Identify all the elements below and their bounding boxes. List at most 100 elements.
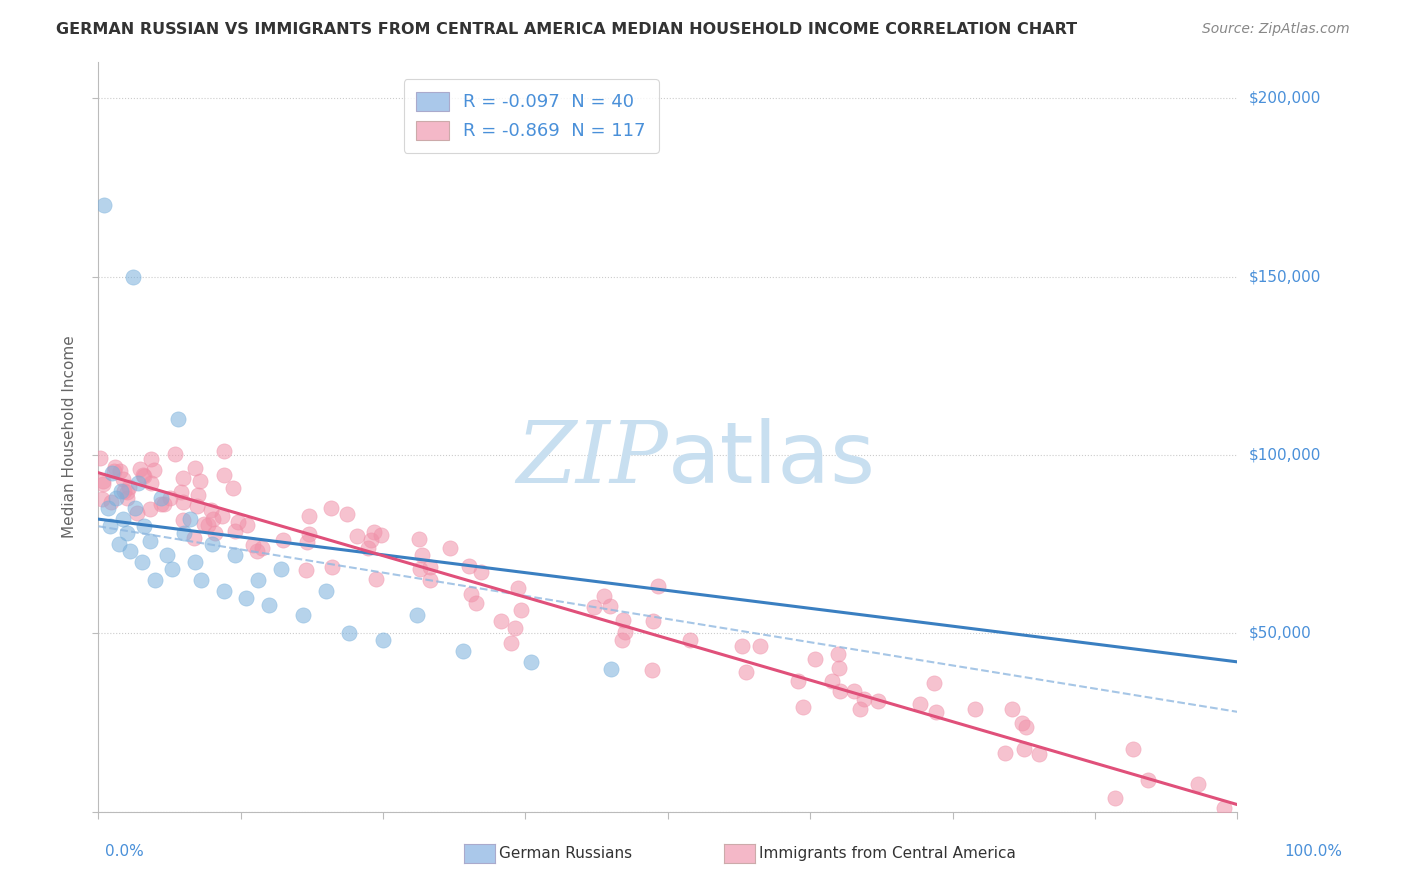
- Point: [112, 484, 135, 499]
- Point: [357, 541, 380, 556]
- Text: atlas: atlas: [668, 418, 876, 501]
- Point: [1011, 716, 1033, 731]
- Point: [104, 460, 127, 475]
- Point: [112, 512, 135, 526]
- Point: [1028, 747, 1050, 761]
- Point: [360, 533, 382, 547]
- Point: [1012, 742, 1035, 756]
- Point: [193, 516, 215, 531]
- Point: [1104, 791, 1126, 805]
- Point: [172, 495, 194, 509]
- Point: [127, 506, 149, 520]
- Point: [852, 692, 875, 706]
- Point: [93, 198, 115, 212]
- Point: [464, 596, 486, 610]
- Point: [827, 647, 849, 661]
- Point: [226, 515, 249, 529]
- Text: GERMAN RUSSIAN VS IMMIGRANTS FROM CENTRAL AMERICA MEDIAN HOUSEHOLD INCOME CORREL: GERMAN RUSSIAN VS IMMIGRANTS FROM CENTRA…: [56, 22, 1077, 37]
- Point: [925, 705, 948, 719]
- Point: [184, 461, 207, 475]
- Point: [101, 466, 124, 480]
- Point: [506, 581, 529, 595]
- Point: [212, 444, 235, 458]
- Point: [110, 483, 132, 498]
- Point: [612, 633, 634, 648]
- Point: [252, 541, 274, 556]
- Point: [153, 497, 176, 511]
- Point: [139, 476, 162, 491]
- Point: [592, 589, 614, 603]
- Text: German Russians: German Russians: [499, 847, 633, 861]
- Point: [457, 559, 479, 574]
- Point: [370, 528, 392, 542]
- Point: [197, 518, 219, 533]
- Point: [162, 562, 184, 576]
- Point: [188, 474, 211, 488]
- Point: [439, 541, 461, 555]
- Point: [315, 583, 337, 598]
- Point: [821, 673, 844, 688]
- Point: [868, 694, 890, 708]
- Point: [156, 548, 179, 562]
- Point: [149, 497, 172, 511]
- Point: [184, 555, 207, 569]
- Point: [201, 512, 224, 526]
- Point: [121, 269, 143, 284]
- Point: [89, 451, 111, 466]
- Point: [641, 663, 664, 677]
- Point: [419, 560, 441, 574]
- Point: [91, 477, 114, 491]
- Point: [173, 526, 195, 541]
- Point: [259, 598, 281, 612]
- Point: [236, 518, 259, 533]
- Point: [143, 463, 166, 477]
- Point: [321, 500, 343, 515]
- Point: [460, 587, 482, 601]
- Point: [204, 526, 226, 541]
- Point: [165, 447, 187, 461]
- Point: [183, 531, 205, 545]
- Point: [371, 633, 394, 648]
- Point: [115, 491, 138, 505]
- Point: [212, 583, 235, 598]
- Point: [409, 561, 432, 575]
- Point: [411, 548, 433, 562]
- Point: [470, 566, 492, 580]
- Point: [187, 488, 209, 502]
- Point: [363, 524, 385, 539]
- Point: [804, 652, 827, 666]
- Point: [731, 639, 754, 653]
- Text: 100.0%: 100.0%: [1285, 845, 1343, 859]
- Point: [145, 573, 167, 587]
- Point: [844, 684, 866, 698]
- Point: [292, 608, 315, 623]
- Point: [735, 665, 758, 679]
- Point: [124, 501, 146, 516]
- Point: [346, 529, 368, 543]
- Point: [1136, 773, 1159, 788]
- Text: 0.0%: 0.0%: [105, 845, 145, 859]
- Point: [1001, 702, 1024, 716]
- Point: [167, 412, 190, 426]
- Point: [792, 700, 814, 714]
- Point: [131, 555, 153, 569]
- Point: [98, 519, 121, 533]
- Point: [172, 513, 194, 527]
- Point: [748, 639, 770, 653]
- Point: [520, 655, 543, 669]
- Point: [211, 508, 233, 523]
- Point: [830, 684, 852, 698]
- Point: [641, 614, 664, 628]
- Point: [200, 502, 222, 516]
- Point: [336, 507, 359, 521]
- Point: [108, 537, 131, 551]
- Point: [214, 467, 236, 482]
- Point: [337, 626, 360, 640]
- Point: [120, 544, 142, 558]
- Point: [647, 579, 669, 593]
- Point: [201, 537, 224, 551]
- Point: [134, 468, 156, 483]
- Point: [128, 461, 150, 475]
- Point: [127, 476, 149, 491]
- Point: [828, 661, 851, 675]
